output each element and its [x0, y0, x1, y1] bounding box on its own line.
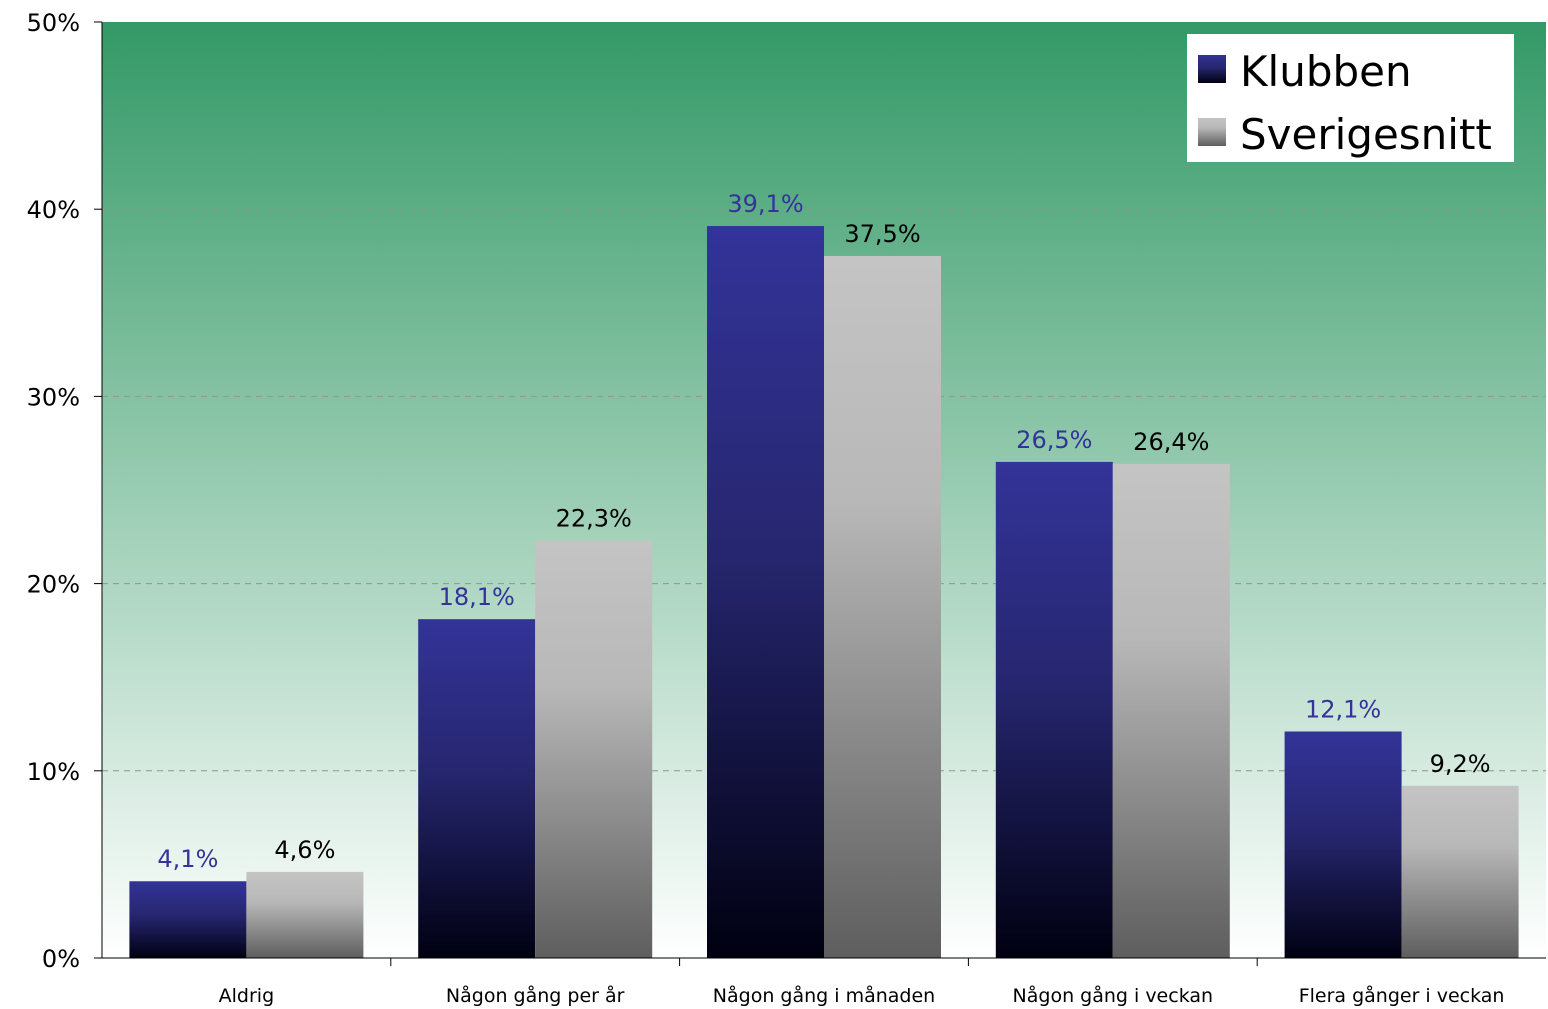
bar-sverigesnitt — [535, 540, 653, 958]
x-tick-labels: Aldrig Någon gång per år Någon gång i måna… — [219, 984, 1505, 1007]
bars — [129, 226, 1519, 959]
legend-box — [1187, 34, 1514, 162]
y-tick-label: 30% — [27, 383, 80, 411]
x-tick-label: Någon gång i månaden — [713, 984, 935, 1007]
legend-swatch-sverigesnitt — [1198, 118, 1226, 146]
data-label-sverigesnitt: 4,6% — [274, 836, 335, 864]
data-label-sverigesnitt: 22,3% — [556, 505, 632, 533]
legend-swatch-klubben — [1198, 55, 1226, 83]
data-label-sverigesnitt: 9,2% — [1430, 750, 1491, 778]
y-tick-label: 10% — [27, 758, 80, 786]
bar-klubben — [418, 619, 536, 958]
data-label-klubben: 39,1% — [727, 190, 803, 218]
data-label-klubben: 12,1% — [1305, 695, 1381, 723]
axes — [94, 21, 1546, 966]
bar-klubben — [707, 226, 824, 959]
legend-label-sverigesnitt: Sverigesnitt — [1240, 110, 1492, 159]
y-tick-label: 40% — [27, 196, 80, 224]
x-tick-label: Någon gång per år — [446, 984, 625, 1007]
legend: Klubben Sverigesnitt — [1187, 34, 1514, 162]
data-label-klubben: 18,1% — [439, 583, 515, 611]
y-tick-label: 0% — [42, 945, 80, 973]
x-tick-label: Någon gång i veckan — [1013, 984, 1214, 1007]
data-label-klubben: 4,1% — [157, 845, 218, 873]
legend-label-klubben: Klubben — [1240, 47, 1412, 96]
bar-klubben — [1284, 731, 1402, 958]
bar-sverigesnitt — [824, 256, 941, 958]
y-tick-label: 50% — [27, 9, 80, 37]
data-label-sverigesnitt: 26,4% — [1133, 428, 1209, 456]
x-tick-label: Aldrig — [219, 985, 275, 1007]
bar-klubben — [995, 461, 1113, 958]
data-label-klubben: 26,5% — [1016, 426, 1092, 454]
data-labels: 4,1% 4,6% 18,1% 22,3% 39,1% 37,5% 26,5% 26,4% 12… — [157, 190, 1490, 873]
y-tick-labels: 0% 10% 20% 30% 40% 50% — [27, 9, 80, 973]
bar-sverigesnitt — [246, 871, 364, 958]
x-tick-label: Flera gånger i veckan — [1299, 984, 1505, 1007]
bar-klubben — [129, 881, 247, 958]
y-tick-label: 20% — [27, 571, 80, 599]
data-label-sverigesnitt: 37,5% — [844, 220, 920, 248]
bar-sverigesnitt — [1112, 463, 1230, 958]
bar-sverigesnitt — [1401, 785, 1519, 958]
